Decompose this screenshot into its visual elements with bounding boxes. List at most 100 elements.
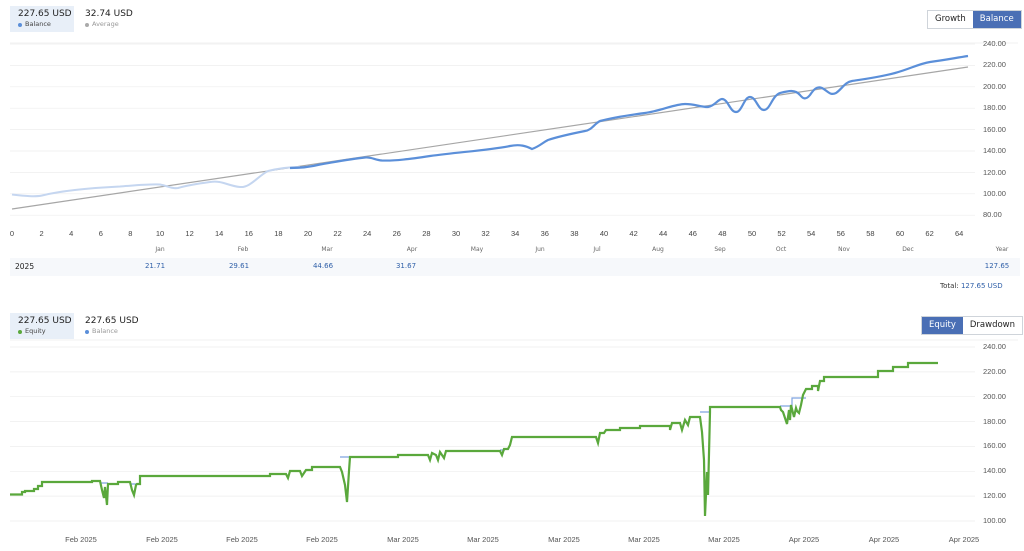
x-tick: 40 [599, 229, 609, 238]
month-feb: Feb [237, 246, 249, 253]
x-tick: 20 [303, 229, 313, 238]
date-tick: Apr 2025 [788, 535, 820, 544]
month-value-apr: 31.67 [395, 262, 417, 270]
y-tick: 140.00 [983, 146, 1006, 155]
month-jul: Jul [593, 246, 601, 253]
x-tick: 22 [333, 229, 342, 238]
legend-average[interactable]: 32.74 USD Average [77, 6, 141, 32]
average-label: Average [92, 20, 119, 28]
y-tick: 240.00 [983, 342, 1006, 351]
date-tick: Mar 2025 [467, 535, 499, 544]
x-tick: 30 [451, 229, 461, 238]
date-tick: Feb 2025 [146, 535, 178, 544]
y-tick: 100.00 [983, 516, 1006, 525]
x-tick: 52 [777, 229, 786, 238]
y-tick: 180.00 [983, 417, 1006, 426]
x-tick: 56 [836, 229, 845, 238]
month-oct: Oct [775, 246, 787, 253]
balance-line-light [11, 166, 301, 198]
equity-line [10, 361, 938, 517]
x-tick: 4 [69, 229, 74, 238]
balance-line [289, 54, 969, 170]
x-tick: 36 [540, 229, 549, 238]
date-tick: Feb 2025 [65, 535, 97, 544]
legend-balance-bottom[interactable]: 227.65 USD Balance [77, 313, 141, 339]
date-tick: Feb 2025 [306, 535, 338, 544]
date-tick: Apr 2025 [868, 535, 900, 544]
date-tick: Feb 2025 [226, 535, 258, 544]
date-tick: Mar 2025 [548, 535, 580, 544]
x-tick: 44 [659, 229, 668, 238]
y-tick: 220.00 [983, 367, 1006, 376]
date-tick: Mar 2025 [387, 535, 419, 544]
x-tick: 34 [511, 229, 520, 238]
equity-value: 227.65 USD [18, 316, 72, 326]
date-tick: Mar 2025 [628, 535, 660, 544]
legend-equity[interactable]: 227.65 USD Equity [10, 313, 74, 339]
month-sep: Sep [714, 246, 726, 253]
y-tick: 120.00 [983, 168, 1006, 177]
x-tick: 38 [570, 229, 579, 238]
y-tick: 100.00 [983, 189, 1006, 198]
average-value: 32.74 USD [85, 9, 133, 19]
month-value-jan: 21.71 [144, 262, 166, 270]
month-jun: Jun [535, 246, 545, 253]
total-value: 127.65 USD [960, 282, 1003, 290]
growth-button[interactable]: Growth [928, 11, 973, 28]
y-tick: 140.00 [983, 466, 1006, 475]
x-tick: 62 [925, 229, 934, 238]
date-tick: Apr 2025 [948, 535, 980, 544]
x-tick: 2 [39, 229, 44, 238]
balance-button[interactable]: Balance [972, 11, 1021, 28]
x-tick: 46 [688, 229, 697, 238]
y-tick: 200.00 [983, 392, 1006, 401]
x-tick: 24 [363, 229, 372, 238]
x-tick: 28 [422, 229, 431, 238]
x-tick: 32 [481, 229, 490, 238]
average-line [11, 66, 969, 210]
balance-dot-icon [18, 22, 22, 27]
year-header: Year [995, 246, 1009, 253]
year-row [10, 258, 1020, 276]
y-tick: 160.00 [983, 125, 1006, 134]
x-tick: 8 [128, 229, 133, 238]
legend-balance[interactable]: 227.65 USD Balance [10, 6, 74, 32]
growth-balance-toggle: Growth Balance [927, 10, 1022, 29]
equity-drawdown-toggle: Equity Drawdown [921, 316, 1024, 335]
y-tick: 80.00 [983, 210, 1002, 219]
y-tick: 160.00 [983, 441, 1006, 450]
x-tick: 58 [866, 229, 875, 238]
equity-dot-icon [18, 329, 22, 334]
balance-bottom-label: Balance [92, 327, 118, 335]
total-label: Total: [940, 282, 959, 290]
year-total-value: 127.65 [984, 262, 1010, 270]
y-tick: 220.00 [983, 60, 1006, 69]
drawdown-button[interactable]: Drawdown [962, 317, 1023, 334]
equity-label: Equity [25, 327, 46, 335]
x-tick: 42 [629, 229, 638, 238]
month-jan: Jan [155, 246, 165, 253]
month-may: May [470, 246, 484, 253]
equity-button[interactable]: Equity [922, 317, 963, 334]
balance-value: 227.65 USD [18, 9, 72, 19]
month-value-feb: 29.61 [228, 262, 250, 270]
x-tick: 54 [807, 229, 816, 238]
y-tick: 180.00 [983, 103, 1006, 112]
month-mar: Mar [321, 246, 333, 253]
y-tick: 120.00 [983, 491, 1006, 500]
month-apr: Apr [406, 246, 418, 253]
x-tick: 18 [274, 229, 283, 238]
x-tick: 10 [155, 229, 165, 238]
x-tick: 60 [895, 229, 905, 238]
total-row: Total: 127.65 USD [940, 282, 1003, 290]
balance-step-line [100, 397, 806, 485]
month-nov: Nov [838, 246, 850, 253]
x-tick: 6 [98, 229, 103, 238]
x-tick: 48 [718, 229, 727, 238]
y-tick: 200.00 [983, 82, 1006, 91]
balance-bottom-dot-icon [85, 329, 89, 334]
y-tick: 240.00 [983, 39, 1006, 48]
x-tick: 12 [185, 229, 194, 238]
x-tick: 0 [9, 229, 15, 238]
